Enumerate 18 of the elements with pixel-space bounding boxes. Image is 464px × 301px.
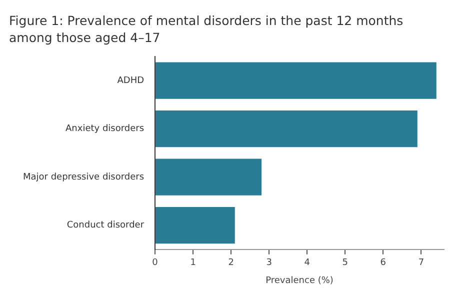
chart-title: Figure 1: Prevalence of mental disorders in the past 12 months among those aged 4–17 [9,12,404,46]
x-tick-label: 0 [152,258,158,268]
y-tick-label: Conduct disorder [66,220,144,231]
bar [156,110,418,148]
bar [156,158,262,196]
y-tick-label: Anxiety disorders [66,124,144,134]
x-tick-label: 1 [190,258,196,268]
bar [156,206,235,244]
x-tick-label: 7 [418,258,424,268]
y-tick-label: Major depressive disorders [22,172,144,182]
x-tick-label: 4 [304,258,310,268]
x-axis-title: Prevalence (%) [266,276,334,286]
y-tick-label: ADHD [117,76,144,86]
x-tick-label: 6 [380,258,386,268]
x-tick-label: 5 [342,258,348,268]
x-tick-label: 2 [228,258,234,268]
x-tick-label: 3 [266,258,272,268]
bar [156,62,436,99]
